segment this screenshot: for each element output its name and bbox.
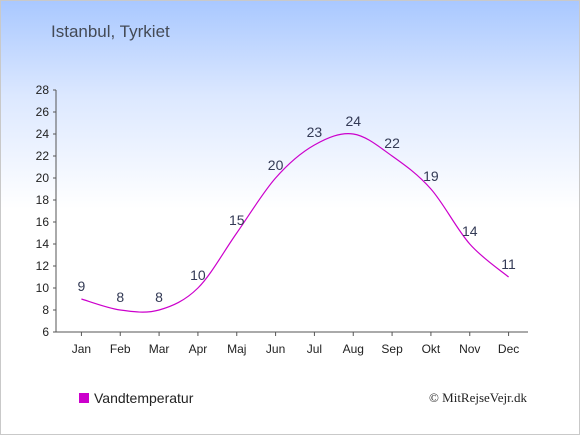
x-tick-label: Jan xyxy=(72,342,91,356)
data-label: 9 xyxy=(78,278,86,294)
y-tick-label: 14 xyxy=(36,237,50,251)
data-label: 24 xyxy=(345,113,361,129)
credit-text: © MitRejseVejr.dk xyxy=(429,390,527,405)
x-tick-label: Feb xyxy=(110,342,131,356)
data-label: 23 xyxy=(307,124,323,140)
x-tick-label: Dec xyxy=(498,342,519,356)
data-label: 10 xyxy=(190,267,206,283)
data-label: 14 xyxy=(462,223,478,239)
x-tick-label: Apr xyxy=(189,342,208,356)
data-label: 8 xyxy=(155,289,163,305)
x-tick-label: Aug xyxy=(343,342,364,356)
series-line-vandtemperatur xyxy=(81,133,509,313)
x-tick-label: Mar xyxy=(149,342,170,356)
legend-label: Vandtemperatur xyxy=(94,390,194,406)
x-tick-label: Nov xyxy=(459,342,480,356)
y-tick-label: 24 xyxy=(36,127,50,141)
x-tick-label: Okt xyxy=(422,342,441,356)
data-label: 19 xyxy=(423,168,439,184)
x-tick-label: Jul xyxy=(307,342,322,356)
y-tick-label: 10 xyxy=(36,281,50,295)
data-label: 8 xyxy=(116,289,124,305)
data-label: 22 xyxy=(384,135,400,151)
y-tick-label: 20 xyxy=(36,171,50,185)
x-tick-label: Sep xyxy=(381,342,403,356)
y-tick-label: 22 xyxy=(36,149,50,163)
y-tick-label: 8 xyxy=(42,303,49,317)
legend-swatch xyxy=(79,393,89,403)
x-tick-label: Jun xyxy=(266,342,285,356)
y-tick-label: 12 xyxy=(36,259,50,273)
chart-title: Istanbul, Tyrkiet xyxy=(51,22,170,41)
data-label: 15 xyxy=(229,212,245,228)
y-tick-label: 18 xyxy=(36,193,50,207)
y-tick-label: 16 xyxy=(36,215,50,229)
data-label: 20 xyxy=(268,157,284,173)
x-tick-label: Maj xyxy=(227,342,246,356)
y-tick-label: 26 xyxy=(36,105,50,119)
y-tick-label: 6 xyxy=(42,325,49,339)
legend: Vandtemperatur xyxy=(79,390,193,406)
data-label: 11 xyxy=(501,256,516,272)
y-tick-label: 28 xyxy=(36,83,50,97)
